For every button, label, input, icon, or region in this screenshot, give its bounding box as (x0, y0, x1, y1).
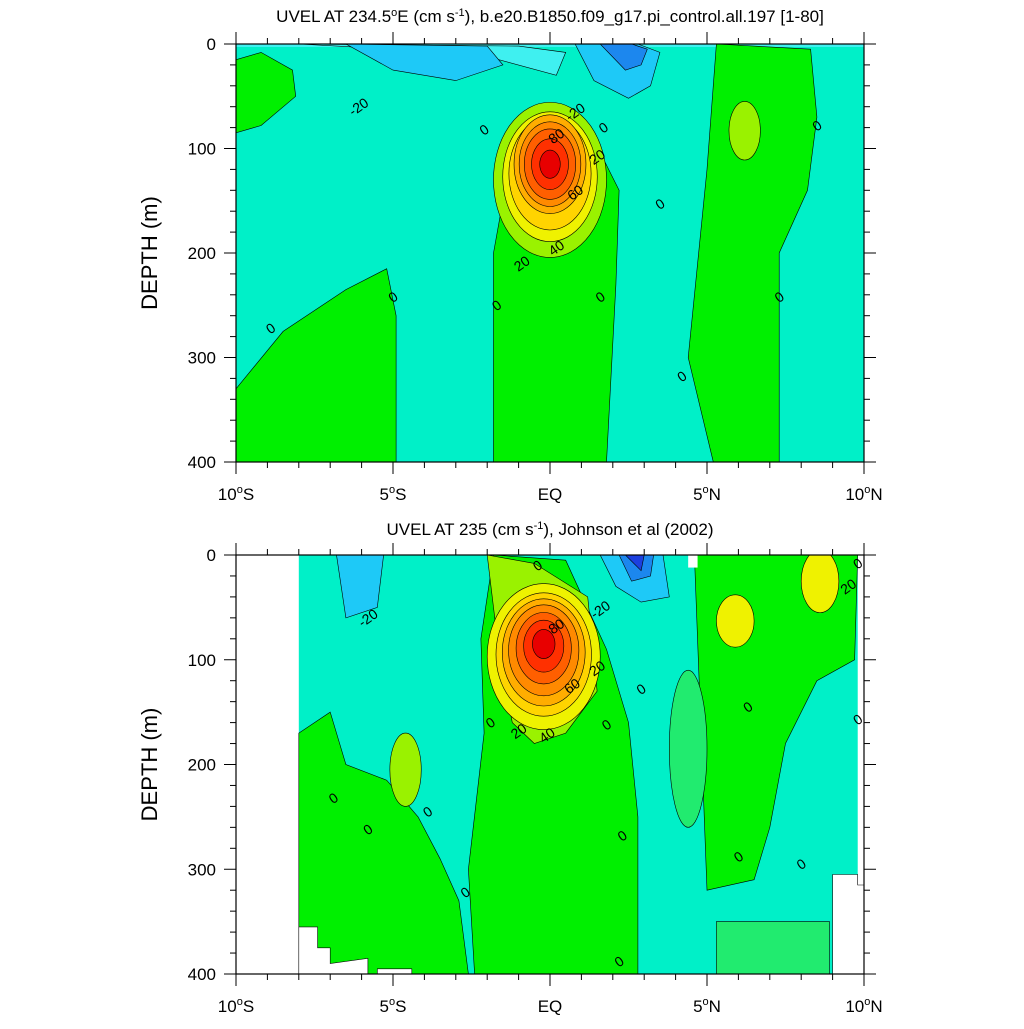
north-weak-patch (669, 669, 708, 828)
chart-title: UVEL AT 234.5oE (cm s-1), b.e20.B1850.f0… (276, 7, 824, 26)
north-positive-patch-west (716, 594, 755, 648)
south-westward-flow-band (236, 268, 397, 462)
y-tick-label: 0 (207, 35, 216, 54)
y-tick-label: 100 (188, 140, 216, 159)
y-tick-label: 200 (188, 756, 216, 775)
x-axis: 10oS 5oS EQ 5oN 10oN (218, 543, 883, 1016)
x-tick-label: 5oN (693, 996, 721, 1016)
contour-fill (236, 44, 864, 462)
y-tick-label: 300 (188, 860, 216, 879)
missing-data-northeast (832, 874, 864, 974)
y-tick-label: 400 (188, 453, 216, 472)
deep-north-band (716, 921, 830, 974)
westward-jet-core (599, 44, 648, 71)
x-tick-label: 5oN (693, 484, 721, 504)
y-axis-label: DEPTH (m) (137, 196, 162, 310)
north-positive-patch (728, 101, 761, 161)
north-positive-patch-east (800, 555, 840, 613)
south-equatorial-current (345, 44, 504, 81)
y-axis: 0 100 200 300 400 DEPTH (m) (137, 35, 876, 472)
south-westward-patch (336, 555, 384, 619)
x-tick-label: 10oN (845, 996, 882, 1016)
westward-jet-core (624, 555, 645, 572)
y-axis-label: DEPTH (m) (137, 708, 162, 822)
euc-contour-6 (532, 629, 556, 659)
north-eastward-band (687, 44, 818, 462)
south-positive-patch (389, 732, 422, 807)
chart-title: UVEL AT 235 (cm s-1), Johnson et al (200… (387, 520, 714, 539)
y-tick-label: 300 (188, 349, 216, 368)
x-tick-label: 5oS (380, 484, 407, 504)
missing-data-south (376, 968, 413, 974)
western-surface-band (236, 52, 297, 134)
y-tick-label: 400 (188, 965, 216, 984)
missing-data-notch (688, 555, 698, 568)
x-tick-label: 10oS (218, 484, 254, 504)
x-axis: 10oS 5oS EQ 5oN 10oN (218, 32, 883, 504)
y-axis: 0 100 200 300 400 DEPTH (m) (137, 546, 876, 984)
x-tick-label: EQ (538, 485, 563, 504)
missing-data-southwest (298, 926, 369, 974)
x-tick-label: EQ (538, 997, 563, 1016)
x-tick-label: 10oS (218, 996, 254, 1016)
x-tick-label: 5oS (380, 996, 407, 1016)
surface-band (236, 44, 864, 47)
y-tick-label: 0 (207, 546, 216, 565)
contour-fill (298, 555, 864, 974)
westward-jet-mid (618, 555, 654, 582)
y-tick-label: 100 (188, 651, 216, 670)
y-tick-label: 200 (188, 244, 216, 263)
euc-contour-7 (539, 149, 561, 179)
x-tick-label: 10oN (845, 484, 882, 504)
